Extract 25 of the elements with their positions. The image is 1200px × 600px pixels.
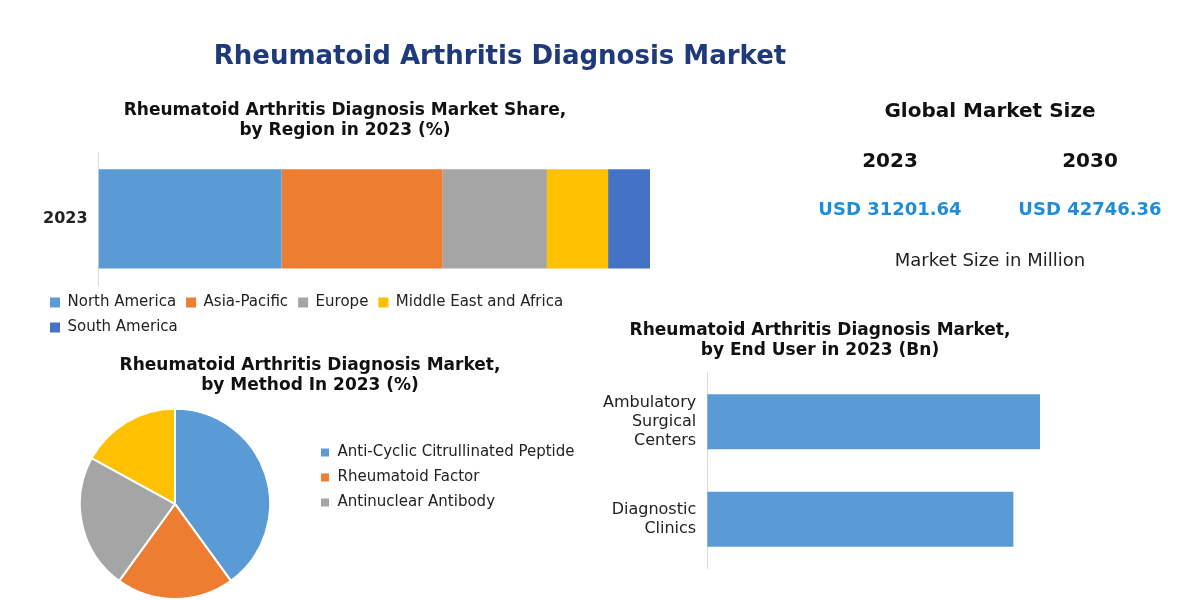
- chart-title: Rheumatoid Arthritis Diagnosis Market, by End User in 2023 (Bn): [629, 318, 1011, 360]
- category-label: 2030: [1061, 148, 1119, 172]
- bar: [608, 169, 650, 269]
- legend-label: Antinuclear Antibody: [337, 492, 496, 511]
- text: Market Size in Million: [893, 249, 1087, 270]
- chart-title: Rheumatoid Arthritis Diagnosis Market Share, by Region in 2023 (%): [123, 98, 567, 140]
- text: Global Market Size: [883, 98, 1097, 122]
- legend-label: Rheumatoid Factor: [337, 467, 481, 486]
- legend-label: Anti-Cyclic Citrullinated Peptide: [337, 442, 575, 461]
- bar: [546, 169, 609, 269]
- chart-title: Rheumatoid Arthritis Diagnosis Market, by Method In 2023 (%): [119, 353, 501, 395]
- text: Rheumatoid Arthritis Diagnosis Market: [212, 40, 788, 70]
- legend-label: South America: [67, 317, 178, 336]
- text: USD 42746.36: [1018, 198, 1162, 219]
- y-tick-label: Diagnostic Clinics: [611, 498, 697, 538]
- legend-label: North America: [67, 292, 177, 311]
- bar: [281, 169, 443, 269]
- legend-label: Asia-Pacific: [203, 292, 289, 311]
- category-label: 2023: [861, 148, 919, 172]
- legend-label: Europe: [315, 292, 369, 311]
- bar: [98, 169, 282, 269]
- text: USD 31201.64: [818, 198, 962, 219]
- bar: [442, 169, 547, 269]
- legend-label: Middle East and Africa: [395, 292, 564, 311]
- y-tick-label: Ambulatory Surgical Centers: [603, 391, 697, 450]
